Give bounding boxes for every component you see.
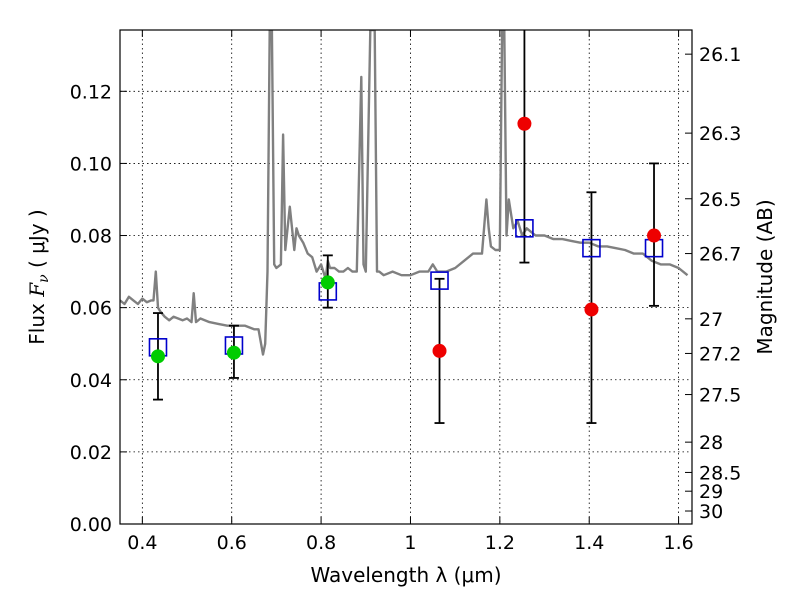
model-photometry-square	[430, 271, 449, 290]
right-tick-label: 27	[699, 309, 723, 331]
tick-layer: 0.4 0.6 0.8 1 1.2 1.4 1.6 0.00 0.02 0.04 0.06 0.08 0…	[70, 30, 741, 554]
y-tick-label: 0.06	[70, 298, 112, 320]
x-axis-label: Wavelength λ (μm)	[310, 563, 501, 587]
right-tick-label: 26.3	[699, 123, 741, 145]
y-axis-label: Flux Fν ( μJy )	[25, 209, 52, 344]
model-photometry-square	[515, 219, 534, 238]
right-tick-label: 30	[699, 501, 723, 523]
right-tick-label: 27.2	[699, 343, 741, 365]
plot-frame	[119, 29, 693, 525]
right-tick-label: 26.5	[699, 189, 741, 211]
grid	[120, 30, 692, 525]
y-tick-label: 0.04	[70, 370, 112, 392]
right-tick-label: 28	[699, 432, 723, 454]
detection-point	[150, 349, 165, 364]
red-point	[517, 116, 532, 131]
right-tick-label: 26.7	[699, 244, 741, 266]
x-tick-label: 1.2	[485, 532, 515, 554]
y-tick-label: 0.08	[70, 226, 112, 248]
model-spectrum-layer	[120, 30, 689, 356]
x-tick-label: 1	[404, 532, 416, 554]
right-tick-label: 28.5	[699, 462, 741, 484]
red-point	[647, 228, 662, 243]
right-tick-label: 29	[699, 481, 723, 503]
y-tick-label: 0.10	[70, 153, 112, 175]
marker-layer	[148, 116, 664, 364]
detection-point	[320, 275, 335, 290]
detection-point	[226, 345, 241, 360]
y-tick-label: 0.02	[70, 442, 112, 464]
x-tick-label: 0.4	[127, 532, 157, 554]
right-axis-label: Magnitude (AB)	[753, 199, 777, 354]
model-photometry-square	[582, 238, 601, 258]
red-point	[432, 343, 447, 358]
model-spectrum-line	[120, 30, 689, 356]
x-tick-label: 1.4	[574, 532, 604, 554]
y-tick-label: 0.00	[70, 514, 112, 536]
x-tick-label: 1.6	[663, 532, 693, 554]
red-point	[584, 302, 599, 317]
x-tick-label: 0.8	[306, 532, 336, 554]
y-tick-label: 0.12	[70, 81, 112, 103]
right-tick-label: 27.5	[699, 385, 741, 407]
errorbar-layer	[152, 30, 660, 424]
right-tick-label: 26.1	[699, 44, 741, 66]
x-tick-label: 0.6	[217, 532, 247, 554]
